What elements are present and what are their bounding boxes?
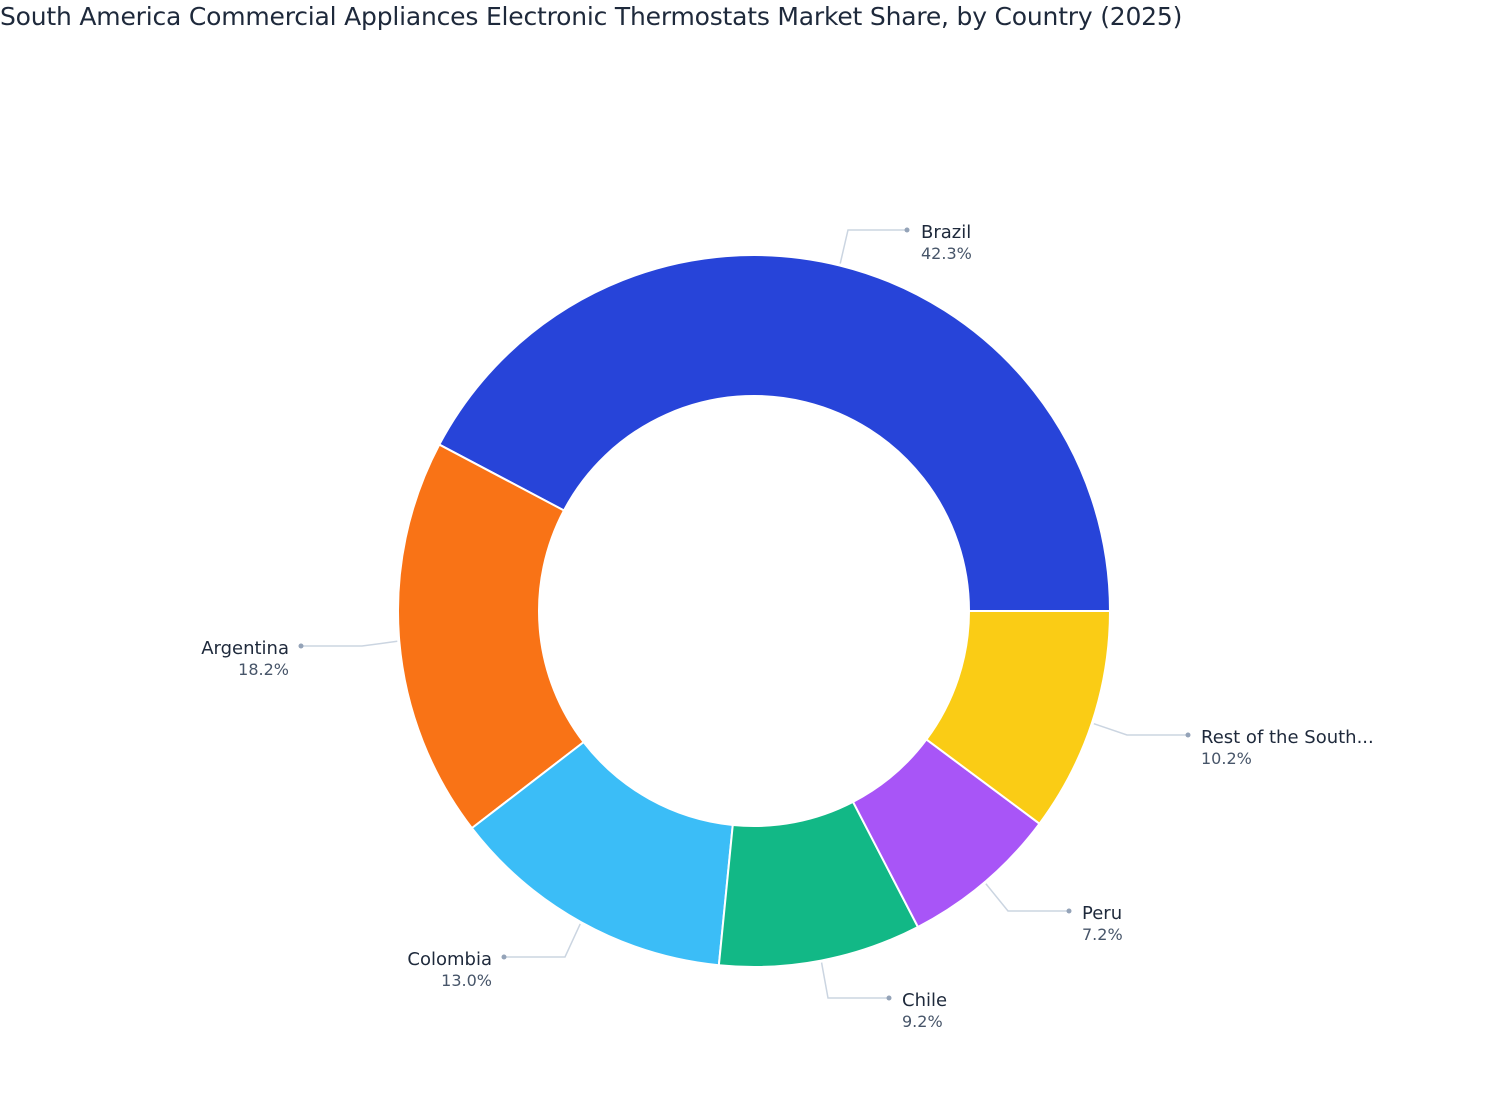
slice-brazil[interactable] [437,254,1112,612]
leader-line [1093,722,1188,736]
slice-label-name: Peru [1082,903,1122,924]
slice-label-name: Argentina [201,638,289,659]
leader-line [985,883,1069,912]
leader-dot [1066,908,1072,914]
leader-line [820,962,889,999]
chart-title: South America Commercial Appliances Elec… [0,2,1183,31]
slice-label-value: 9.2% [902,1012,943,1031]
slice-label-value: 7.2% [1082,925,1123,944]
slice-label-name: Colombia [407,949,492,970]
slice-label-value: 13.0% [441,971,492,990]
leader-dot [501,954,507,960]
leader-dot [904,227,910,233]
leader-dot [1185,732,1191,738]
slice-label-name: Brazil [921,222,971,243]
leader-line [504,923,581,958]
slice-rest-of-the-south[interactable] [925,610,1112,826]
donut-slices [397,254,1112,968]
slice-label-name: Chile [902,990,947,1011]
leader-dot [886,995,892,1001]
slice-label-name: Rest of the South... [1201,727,1374,748]
slice-label-value: 42.3% [921,244,972,263]
slice-argentina[interactable] [397,443,586,830]
slice-label-value: 18.2% [238,660,289,679]
slice-label-value: 10.2% [1201,749,1252,768]
leader-dot [298,643,304,649]
leader-line [301,640,398,647]
leader-line [839,229,907,264]
